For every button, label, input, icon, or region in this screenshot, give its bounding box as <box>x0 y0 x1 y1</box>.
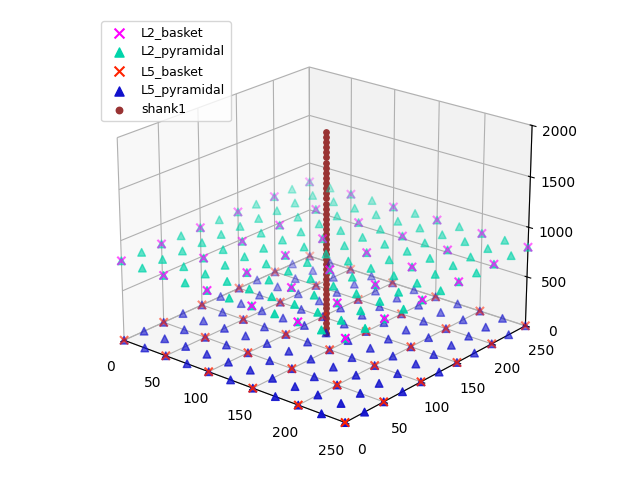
Legend: L2_basket, L2_pyramidal, L5_basket, L5_pyramidal, shank1: L2_basket, L2_pyramidal, L5_basket, L5_p… <box>101 21 230 121</box>
